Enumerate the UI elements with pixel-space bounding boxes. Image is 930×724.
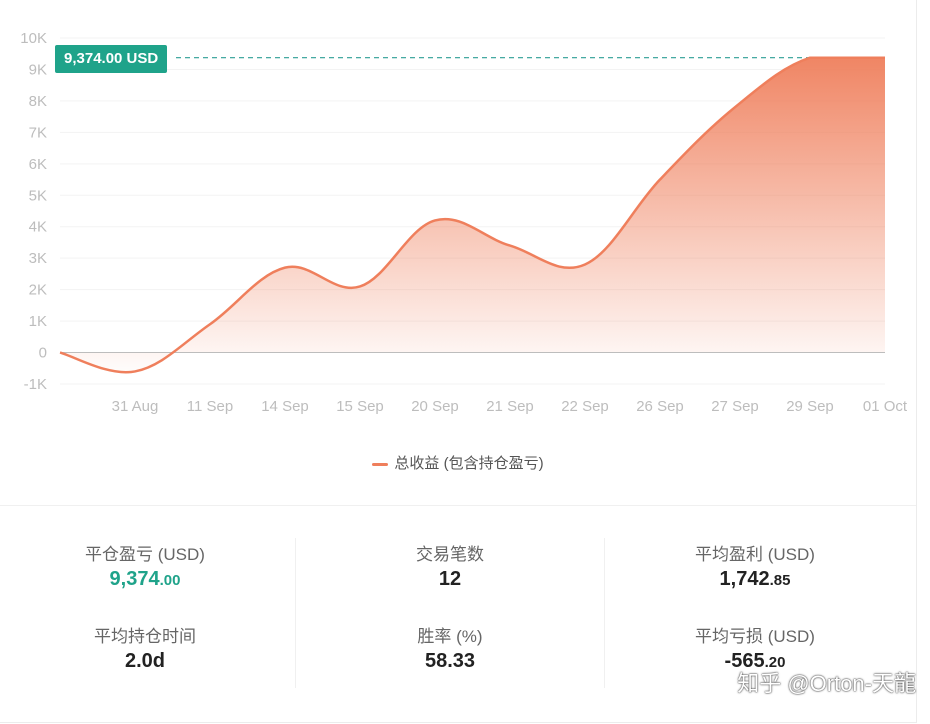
- stat-value-avg-hold-time: 2.0d: [124, 650, 166, 672]
- data-point[interactable]: [207, 321, 213, 327]
- x-tick-label: 14 Sep: [261, 398, 309, 415]
- stat-label-avg-profit: 平均盈利 (USD): [695, 545, 815, 564]
- data-point[interactable]: [807, 55, 813, 61]
- data-point[interactable]: [57, 350, 63, 356]
- stats-panel: 平仓盈亏 (USD) 9,374.00 平均持仓时间 2.0d 交易笔数 12 …: [0, 530, 916, 700]
- watermark: 知乎 @Orton-天龍: [737, 671, 916, 696]
- stat-value-closed-pnl: 9,374.00: [109, 568, 181, 590]
- y-tick-label: 0: [39, 345, 47, 362]
- stats-column-1: 平仓盈亏 (USD) 9,374.00 平均持仓时间 2.0d: [0, 530, 290, 690]
- column-divider: [604, 538, 605, 688]
- y-tick-label: 9K: [29, 61, 47, 78]
- x-tick-label: 15 Sep: [336, 398, 384, 415]
- x-tick-label: 20 Sep: [411, 398, 459, 415]
- y-tick-label: 10K: [20, 30, 47, 47]
- y-tick-label: 8K: [29, 93, 47, 110]
- stat-label-trade-count: 交易笔数: [416, 545, 484, 564]
- stats-column-3: 平均盈利 (USD) 1,742.85 平均亏损 (USD) -565.20: [610, 530, 900, 690]
- x-tick-label: 29 Sep: [786, 398, 834, 415]
- data-point[interactable]: [432, 217, 438, 223]
- x-tick-label: 01 Oct: [863, 398, 908, 415]
- y-tick-label: 1K: [29, 313, 47, 330]
- legend-swatch: [372, 462, 389, 466]
- stat-label-avg-loss: 平均亏损 (USD): [695, 627, 815, 646]
- y-tick-label: 2K: [29, 282, 47, 299]
- stat-label-avg-hold-time: 平均持仓时间: [94, 627, 196, 646]
- x-tick-label: 31 Aug: [112, 398, 159, 415]
- value-marker-badge: 9,374.00 USD: [55, 45, 168, 73]
- pnl-chart: -1K 0 1K 2K 3K 4K 5K 6K 7K 8K 9K 10K 31 Aug 11 Sep 14…: [20, 30, 908, 415]
- stat-value-win-rate: 58.33: [424, 650, 476, 672]
- data-point[interactable]: [882, 55, 888, 61]
- data-point[interactable]: [282, 265, 288, 271]
- legend-label: 总收益 (包含持仓盈亏): [394, 455, 544, 472]
- chart-legend[interactable]: 总收益 (包含持仓盈亏): [0, 452, 916, 473]
- y-tick-label: 6K: [29, 156, 47, 173]
- series-line: [59, 56, 885, 374]
- column-divider: [295, 538, 296, 688]
- data-point[interactable]: [357, 283, 363, 289]
- x-tick-label: 11 Sep: [187, 398, 233, 415]
- data-point[interactable]: [507, 243, 513, 249]
- series-area: [60, 57, 885, 373]
- stat-value-trade-count: 12: [438, 568, 462, 590]
- data-point[interactable]: [732, 104, 738, 110]
- y-tick-label: 5K: [29, 187, 47, 204]
- y-tick-label: -1K: [24, 376, 47, 393]
- y-tick-label: 3K: [29, 250, 47, 267]
- x-tick-label: 27 Sep: [711, 398, 759, 415]
- data-point[interactable]: [132, 368, 138, 374]
- stat-label-win-rate: 胜率 (%): [417, 627, 483, 646]
- x-tick-label: 21 Sep: [486, 398, 534, 415]
- data-point[interactable]: [582, 261, 588, 267]
- x-tick-label: 26 Sep: [636, 398, 684, 415]
- divider: [0, 505, 916, 506]
- data-point[interactable]: [657, 177, 663, 183]
- y-tick-label: 4K: [29, 219, 47, 236]
- stats-column-2: 交易笔数 12 胜率 (%) 58.33: [305, 530, 595, 690]
- stat-value-avg-profit: 1,742.85: [719, 568, 791, 590]
- stat-label-closed-pnl: 平仓盈亏 (USD): [85, 545, 205, 564]
- stat-value-avg-loss: -565.20: [724, 650, 786, 672]
- x-tick-label: 22 Sep: [561, 398, 609, 415]
- y-tick-label: 7K: [29, 124, 47, 141]
